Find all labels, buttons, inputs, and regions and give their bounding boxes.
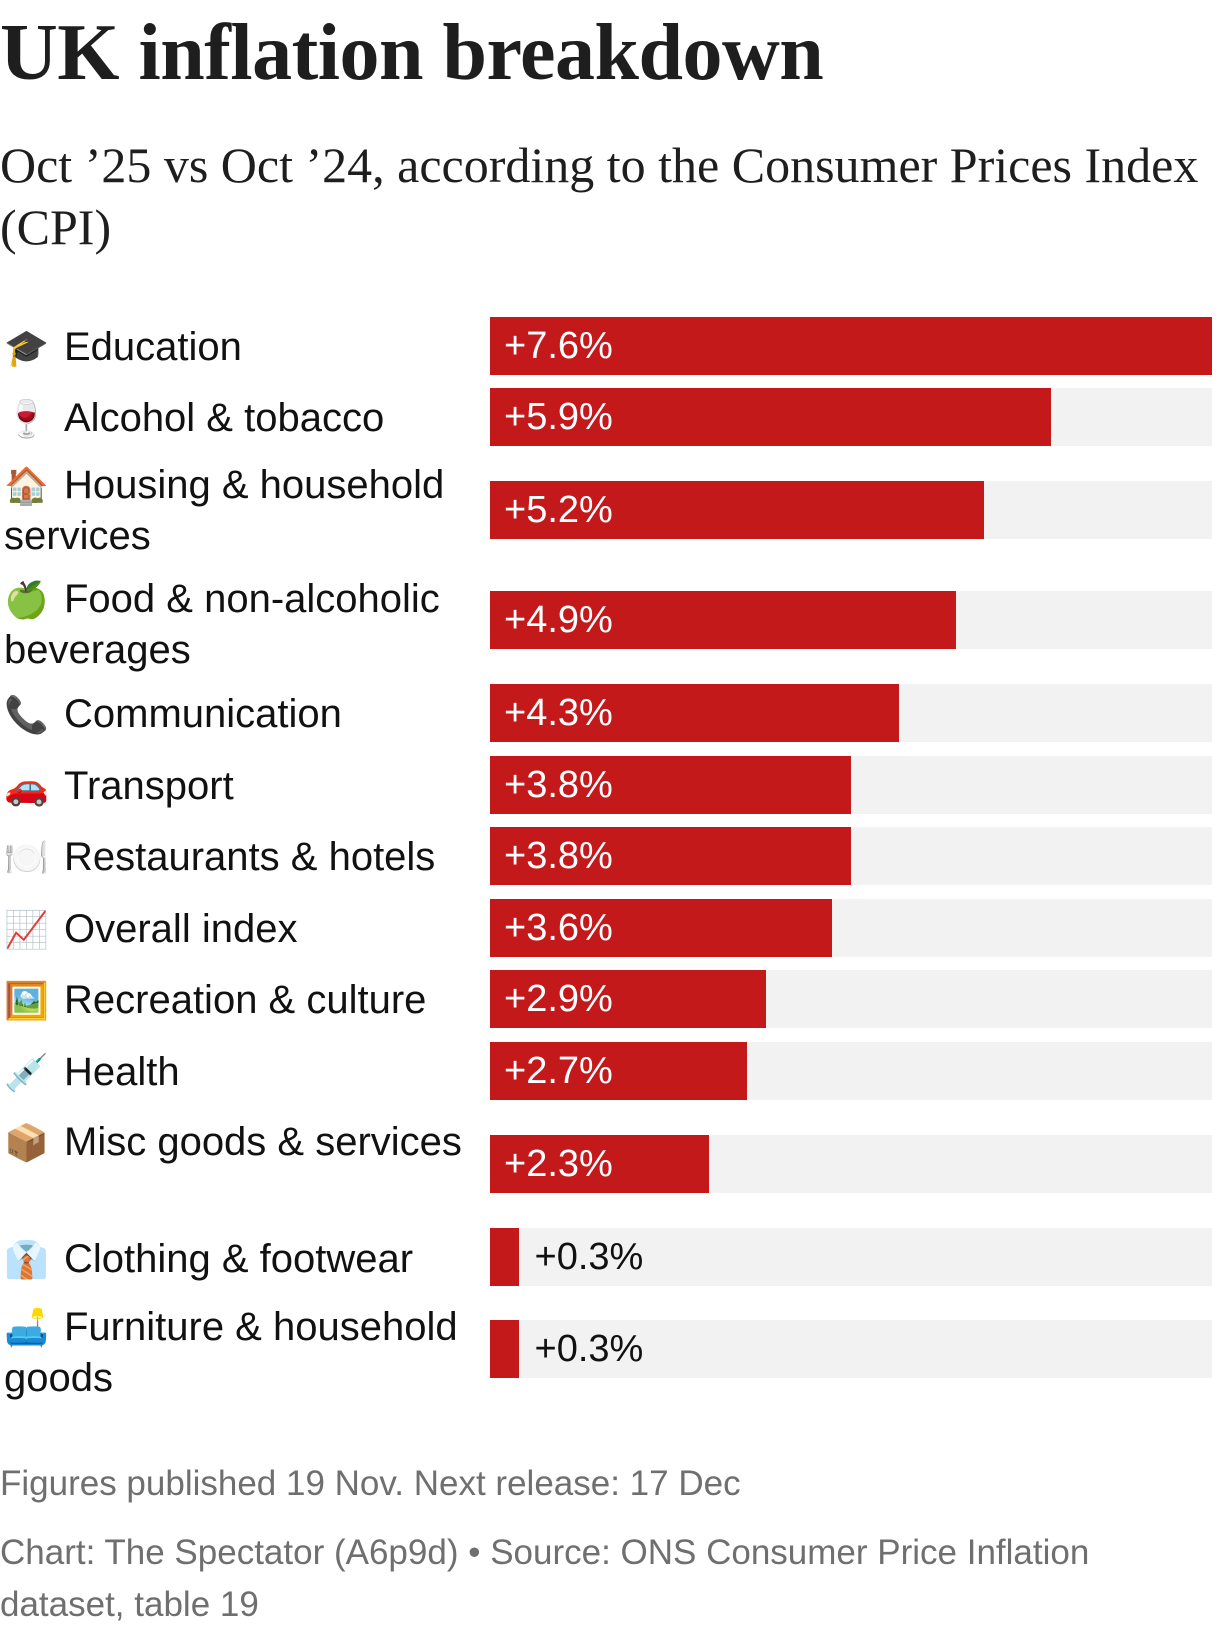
category-label: 📦 Misc goods & services xyxy=(4,1117,474,1168)
category-label: 📈 Overall index xyxy=(4,904,474,955)
category-label-text: Restaurants & hotels xyxy=(64,835,436,879)
category-label: 🖼️ Recreation & culture xyxy=(4,975,474,1026)
category-label-text: Overall index xyxy=(64,907,298,951)
category-label: 👔 Clothing & footwear xyxy=(4,1234,474,1285)
bar-track: +5.2% xyxy=(490,481,1212,539)
bar-track: +3.6% xyxy=(490,899,1212,957)
bar-track: +0.3% xyxy=(490,1320,1212,1378)
category-label-text: Alcohol & tobacco xyxy=(64,396,385,440)
bar-track: +4.3% xyxy=(490,684,1212,742)
category-label-text: Housing & household services xyxy=(4,463,445,558)
category-label: 🎓 Education xyxy=(4,322,474,373)
category-label-text: Communication xyxy=(64,692,342,736)
bar-track: +7.6% xyxy=(490,317,1212,375)
bar-track: +2.3% xyxy=(490,1135,1212,1193)
bar-track: +3.8% xyxy=(490,756,1212,814)
data-label: +3.8% xyxy=(504,764,613,806)
chart-subtitle: Oct ’25 vs Oct ’24, according to the Con… xyxy=(0,137,1199,255)
category-label: 🍷 Alcohol & tobacco xyxy=(4,393,474,444)
bar xyxy=(490,388,1051,446)
bar-track: +0.3% xyxy=(490,1228,1212,1286)
data-label: +4.9% xyxy=(504,599,613,641)
bar-track: +4.9% xyxy=(490,591,1212,649)
data-label: +0.3% xyxy=(534,1328,644,1370)
data-label: +2.3% xyxy=(504,1143,613,1185)
bar xyxy=(490,481,984,539)
category-label-text: Recreation & culture xyxy=(64,978,427,1022)
bar xyxy=(490,591,956,649)
bar xyxy=(490,970,766,1028)
bar xyxy=(490,317,1212,375)
category-label-text: Misc goods & services xyxy=(64,1120,462,1164)
category-label-text: Health xyxy=(64,1050,180,1094)
couch-lamp-icon: 🛋️ xyxy=(4,1307,49,1348)
footer-source: Chart: The Spectator (A6p9d) • Source: O… xyxy=(0,1533,1090,1624)
category-label: 📞 Communication xyxy=(4,689,474,740)
car-icon: 🚗 xyxy=(4,766,49,807)
category-label-text: Transport xyxy=(64,764,234,808)
category-label-text: Clothing & footwear xyxy=(64,1237,414,1281)
data-label: +3.6% xyxy=(504,907,613,949)
footer-note: Figures published 19 Nov. Next release: … xyxy=(0,1464,741,1503)
bar xyxy=(490,827,851,885)
category-label-text: Education xyxy=(64,325,242,369)
bar xyxy=(490,1042,747,1100)
bar-track: +3.8% xyxy=(490,827,1212,885)
bar xyxy=(490,899,832,957)
category-label-text: Food & non-alcoholic beverages xyxy=(4,577,440,672)
necktie-icon: 👔 xyxy=(4,1239,49,1280)
chart-up-icon: 📈 xyxy=(4,909,49,950)
bar xyxy=(490,1135,709,1193)
data-label: +4.3% xyxy=(504,692,613,734)
data-label: +0.3% xyxy=(534,1236,644,1278)
bar xyxy=(490,1228,519,1286)
telephone-icon: 📞 xyxy=(4,694,49,735)
syringe-icon: 💉 xyxy=(4,1052,49,1093)
wine-glass-icon: 🍷 xyxy=(4,398,49,439)
data-label: +2.7% xyxy=(504,1050,613,1092)
data-label: +5.2% xyxy=(504,489,613,531)
bar xyxy=(490,1320,519,1378)
category-label: 💉 Health xyxy=(4,1047,474,1098)
bar xyxy=(490,684,899,742)
data-label: +2.9% xyxy=(504,978,613,1020)
package-icon: 📦 xyxy=(4,1122,49,1163)
category-label: 🚗 Transport xyxy=(4,761,474,812)
bar-track: +2.9% xyxy=(490,970,1212,1028)
category-label: 🍽️ Restaurants & hotels xyxy=(4,832,474,883)
category-label: 🏠 Housing & household services xyxy=(4,460,474,561)
framed-picture-icon: 🖼️ xyxy=(4,980,49,1021)
data-label: +7.6% xyxy=(504,325,613,367)
bar-track: +2.7% xyxy=(490,1042,1212,1100)
data-label: +3.8% xyxy=(504,835,613,877)
chart-title: UK inflation breakdown xyxy=(0,9,824,97)
plate-cutlery-icon: 🍽️ xyxy=(4,837,49,878)
graduation-cap-icon: 🎓 xyxy=(4,327,49,368)
house-icon: 🏠 xyxy=(4,465,49,506)
apple-icon: 🍏 xyxy=(4,579,49,620)
category-label: 🍏 Food & non-alcoholic beverages xyxy=(4,574,474,675)
category-label: 🛋️ Furniture & household goods xyxy=(4,1302,474,1403)
data-label: +5.9% xyxy=(504,396,613,438)
bar xyxy=(490,756,851,814)
bar-track: +5.9% xyxy=(490,388,1212,446)
category-label-text: Furniture & household goods xyxy=(4,1305,458,1400)
